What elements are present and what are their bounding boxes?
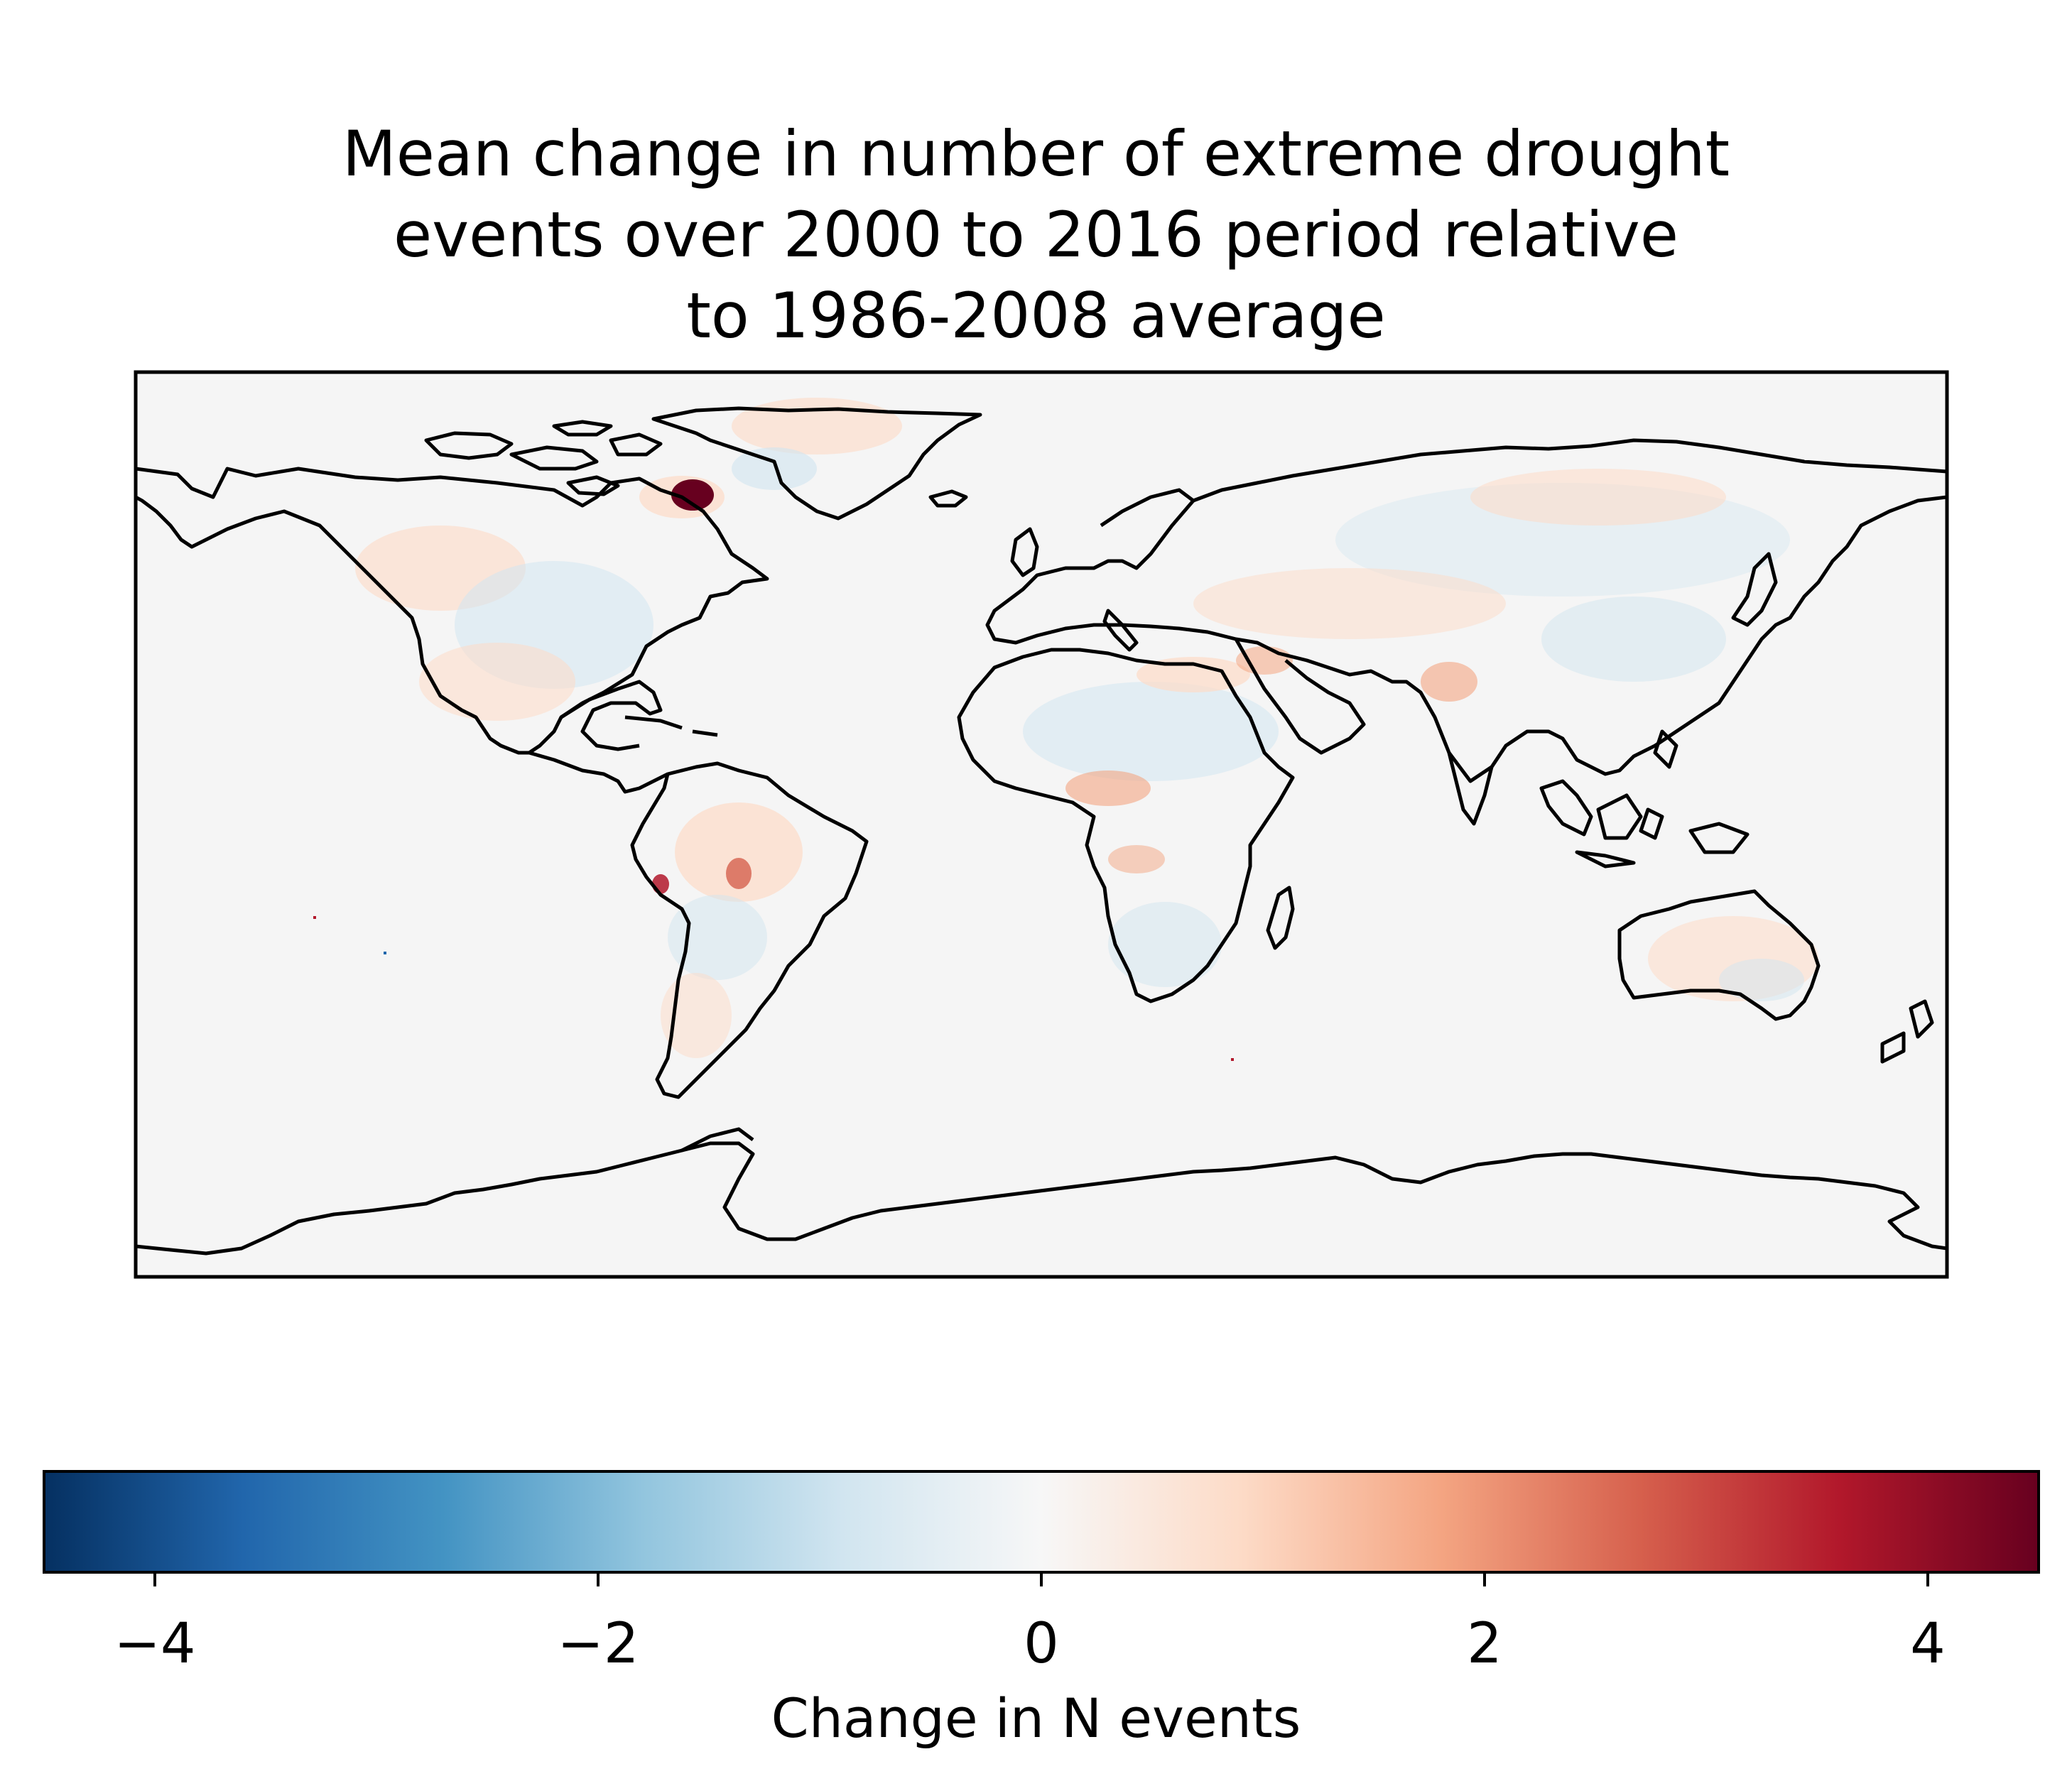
coast-madagascar xyxy=(1266,886,1295,950)
colorbar-tick-label: 0 xyxy=(1024,1612,1059,1676)
coast-central-america xyxy=(528,751,669,794)
coast-africa xyxy=(957,648,1295,1003)
coast-europe xyxy=(985,488,1237,645)
coast-iceland xyxy=(928,489,968,508)
coast-australia xyxy=(1617,889,1821,1021)
coast-japan xyxy=(1731,552,1778,627)
map-frame xyxy=(134,370,1949,1279)
coast-arabia xyxy=(1234,638,1366,755)
coast-gulf xyxy=(560,680,663,751)
coast-se-asia xyxy=(1539,729,1750,869)
title-line-1: Mean change in number of extreme drought xyxy=(342,117,1730,190)
title-line-2: events over 2000 to 2016 period relative xyxy=(393,198,1679,271)
coast-antarctic-peninsula xyxy=(680,1127,754,1153)
coastlines xyxy=(136,406,1947,1256)
coast-caribbean xyxy=(624,715,718,737)
colorbar-label: Change in N events xyxy=(771,1687,1301,1750)
colorbar-tick-label: 2 xyxy=(1467,1612,1502,1676)
colorbar-ticks xyxy=(153,1572,1929,1586)
coast-greenland xyxy=(651,406,982,521)
coast-arctic-islands xyxy=(424,420,663,496)
coast-uk xyxy=(1010,527,1039,577)
coast-north-america xyxy=(136,467,769,755)
colorbar-tick-label: 4 xyxy=(1910,1612,1946,1676)
coast-india xyxy=(1447,752,1494,826)
coast-south-america xyxy=(630,761,869,1099)
colorbar-tick-label: −2 xyxy=(557,1612,639,1676)
anomaly-layer xyxy=(313,398,1818,1061)
chart-title: Mean change in number of extreme drought… xyxy=(0,114,2072,356)
colorbar-tick-label: −4 xyxy=(114,1612,196,1676)
colorbar-gradient xyxy=(43,1470,2040,1574)
title-line-3: to 1986-2008 average xyxy=(686,279,1386,352)
coast-asia xyxy=(1193,438,1947,783)
coast-new-zealand xyxy=(1880,999,1934,1064)
coast-italy xyxy=(1102,609,1139,652)
coast-antarctica xyxy=(136,1141,1947,1256)
